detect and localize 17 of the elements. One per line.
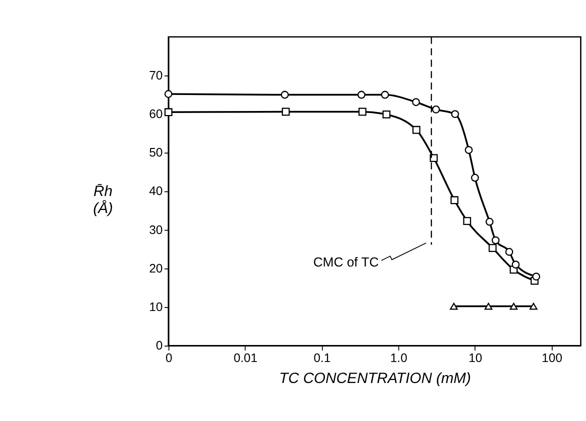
x-tick-label: 10 [468,350,482,365]
y-tick-label: 70 [149,68,163,82]
x-tick-label: 1.0 [390,350,408,365]
x-axis-title: TC CONCENTRATION (mM) [279,370,471,387]
y-tick-label: 40 [149,184,163,198]
y-tick-label: 60 [149,107,163,122]
y-tick-label: 30 [149,222,163,237]
y-axis-title: R̄h (Å) [93,184,114,217]
x-tick-label: 0 [165,350,172,365]
x-tick-label: 100 [542,350,562,365]
y-tick-label: 50 [149,146,163,160]
y-tick-label: 10 [149,300,163,314]
y-tick-label: 20 [149,261,163,276]
x-tick-label: 0.1 [314,350,331,365]
annotation: CMC of TC [313,254,379,270]
y-tick-label: 0 [156,338,163,353]
x-tick-label: 0.01 [234,350,258,365]
